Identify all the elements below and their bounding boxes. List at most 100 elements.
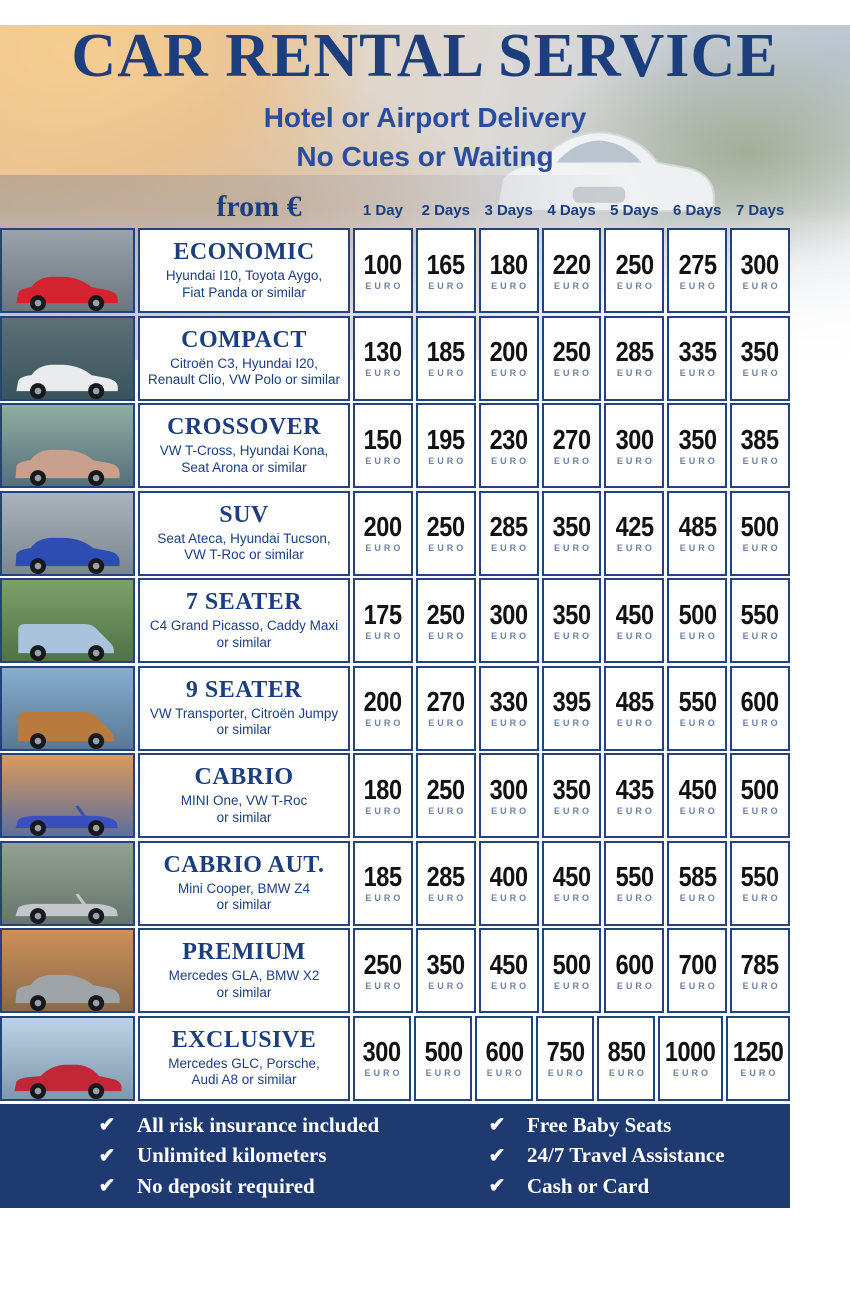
price-value: 165 xyxy=(426,248,465,280)
price-cell: 300 EURO xyxy=(730,228,791,314)
price-currency-label: EURO xyxy=(428,893,467,904)
price-cell: 600 EURO xyxy=(730,665,791,751)
table-row: 7 SEATER C4 Grand Picasso, Caddy Maxi or… xyxy=(0,578,791,664)
price-currency-label: EURO xyxy=(554,280,593,291)
price-value: 500 xyxy=(424,1036,463,1068)
price-cell: 285 EURO xyxy=(604,315,665,401)
price-cell: 1000 EURO xyxy=(658,1015,723,1101)
benefit-label: No deposit required xyxy=(137,1173,315,1198)
price-currency-label: EURO xyxy=(491,718,530,729)
price-cell: 450 EURO xyxy=(604,578,665,664)
price-currency-label: EURO xyxy=(679,893,718,904)
price-cell: 250 EURO xyxy=(415,753,476,839)
price-currency-label: EURO xyxy=(679,718,718,729)
price-value: 1250 xyxy=(732,1036,784,1068)
price-cell: 165 EURO xyxy=(415,228,476,314)
price-currency-label: EURO xyxy=(365,368,404,379)
price-currency-label: EURO xyxy=(616,980,655,991)
price-currency-label: EURO xyxy=(365,280,404,291)
category-cell: EXCLUSIVE Mercedes GLC, Porsche, Audi A8… xyxy=(138,1015,350,1101)
price-value: 250 xyxy=(426,598,465,630)
price-currency-label: EURO xyxy=(616,543,655,554)
benefit-item: ✔ 24/7 Travel Assistance xyxy=(485,1143,790,1168)
price-cell: 550 EURO xyxy=(730,840,791,926)
category-title: PREMIUM xyxy=(182,939,306,966)
price-value: 550 xyxy=(678,686,717,718)
price-value: 395 xyxy=(552,686,591,718)
benefit-label: 24/7 Travel Assistance xyxy=(527,1143,725,1168)
price-currency-label: EURO xyxy=(428,718,467,729)
price-value: 500 xyxy=(741,773,780,805)
price-table: ECONOMIC Hyundai I10, Toyota Aygo, Fiat … xyxy=(0,228,791,1101)
price-cell: 435 EURO xyxy=(604,753,665,839)
price-currency-label: EURO xyxy=(364,1068,403,1079)
price-value: 300 xyxy=(741,248,780,280)
price-cell: 550 EURO xyxy=(604,840,665,926)
price-cell: 450 EURO xyxy=(478,928,539,1014)
price-cell: 500 EURO xyxy=(730,490,791,576)
price-value: 250 xyxy=(426,773,465,805)
price-cell: 600 EURO xyxy=(604,928,665,1014)
car-icon xyxy=(17,624,114,662)
price-cell: 550 EURO xyxy=(730,578,791,664)
car-icon xyxy=(14,975,120,1012)
price-value: 700 xyxy=(678,948,717,980)
price-value: 350 xyxy=(552,511,591,543)
price-value: 550 xyxy=(615,861,654,893)
price-value: 350 xyxy=(678,423,717,455)
price-value: 425 xyxy=(615,511,654,543)
price-cell: 285 EURO xyxy=(415,840,476,926)
price-value: 600 xyxy=(485,1036,524,1068)
price-value: 200 xyxy=(363,686,402,718)
price-currency-label: EURO xyxy=(491,543,530,554)
price-cell: 250 EURO xyxy=(353,928,413,1014)
day-column-header-6: 6 Days xyxy=(673,202,722,220)
price-currency-label: EURO xyxy=(554,368,593,379)
price-currency-label: EURO xyxy=(428,543,467,554)
price-value: 150 xyxy=(363,423,402,455)
category-models: Mercedes GLC, Porsche, Audi A8 or simila… xyxy=(168,1055,320,1088)
price-currency-label: EURO xyxy=(616,805,655,816)
price-value: 500 xyxy=(552,948,591,980)
price-cell: 270 EURO xyxy=(541,403,602,489)
price-currency-label: EURO xyxy=(679,280,718,291)
benefit-label: All risk insurance included xyxy=(137,1112,380,1137)
price-currency-label: EURO xyxy=(428,630,467,641)
price-currency-label: EURO xyxy=(554,718,593,729)
category-models: MINI One, VW T-Roc or similar xyxy=(180,793,308,825)
price-currency-label: EURO xyxy=(365,805,404,816)
subtitle-line-2: No Cues or Waiting xyxy=(296,140,554,172)
price-value: 270 xyxy=(552,423,591,455)
car-photo xyxy=(0,403,135,489)
price-currency-label: EURO xyxy=(547,1068,586,1079)
price-currency-label: EURO xyxy=(679,543,718,554)
category-models: C4 Grand Picasso, Caddy Maxi or similar xyxy=(149,618,339,650)
price-cell: 250 EURO xyxy=(415,578,476,664)
checkmark-icon: ✔ xyxy=(98,1144,116,1167)
price-value: 600 xyxy=(615,948,654,980)
footer-benefits-left-column: ✔ All risk insurance included ✔ Unlimite… xyxy=(95,1110,485,1202)
price-currency-label: EURO xyxy=(428,455,467,466)
price-value: 500 xyxy=(678,598,717,630)
price-currency-label: EURO xyxy=(742,893,781,904)
checkmark-icon: ✔ xyxy=(488,1114,506,1137)
car-photo xyxy=(0,228,135,314)
price-value: 1000 xyxy=(665,1036,716,1068)
day-column-header-4: 4 Days xyxy=(547,202,596,220)
car-icon xyxy=(15,277,118,312)
price-currency-label: EURO xyxy=(491,280,530,291)
category-cell: 9 SEATER VW Transporter, Citroën Jumpy o… xyxy=(138,665,350,751)
category-cell: PREMIUM Mercedes GLA, BMW X2 or similar xyxy=(138,928,350,1014)
price-currency-label: EURO xyxy=(425,1068,464,1079)
price-currency-label: EURO xyxy=(554,805,593,816)
table-row: EXCLUSIVE Mercedes GLC, Porsche, Audi A8… xyxy=(0,1015,790,1101)
category-title: ECONOMIC xyxy=(173,239,315,266)
car-photo xyxy=(0,490,135,576)
price-cell: 750 EURO xyxy=(536,1015,595,1101)
price-value: 485 xyxy=(615,686,654,718)
price-value: 850 xyxy=(607,1036,646,1068)
car-photo xyxy=(0,753,135,839)
category-title: CABRIO xyxy=(194,764,294,791)
price-currency-label: EURO xyxy=(486,1068,525,1079)
benefit-item: ✔ Unlimited kilometers xyxy=(95,1143,485,1168)
